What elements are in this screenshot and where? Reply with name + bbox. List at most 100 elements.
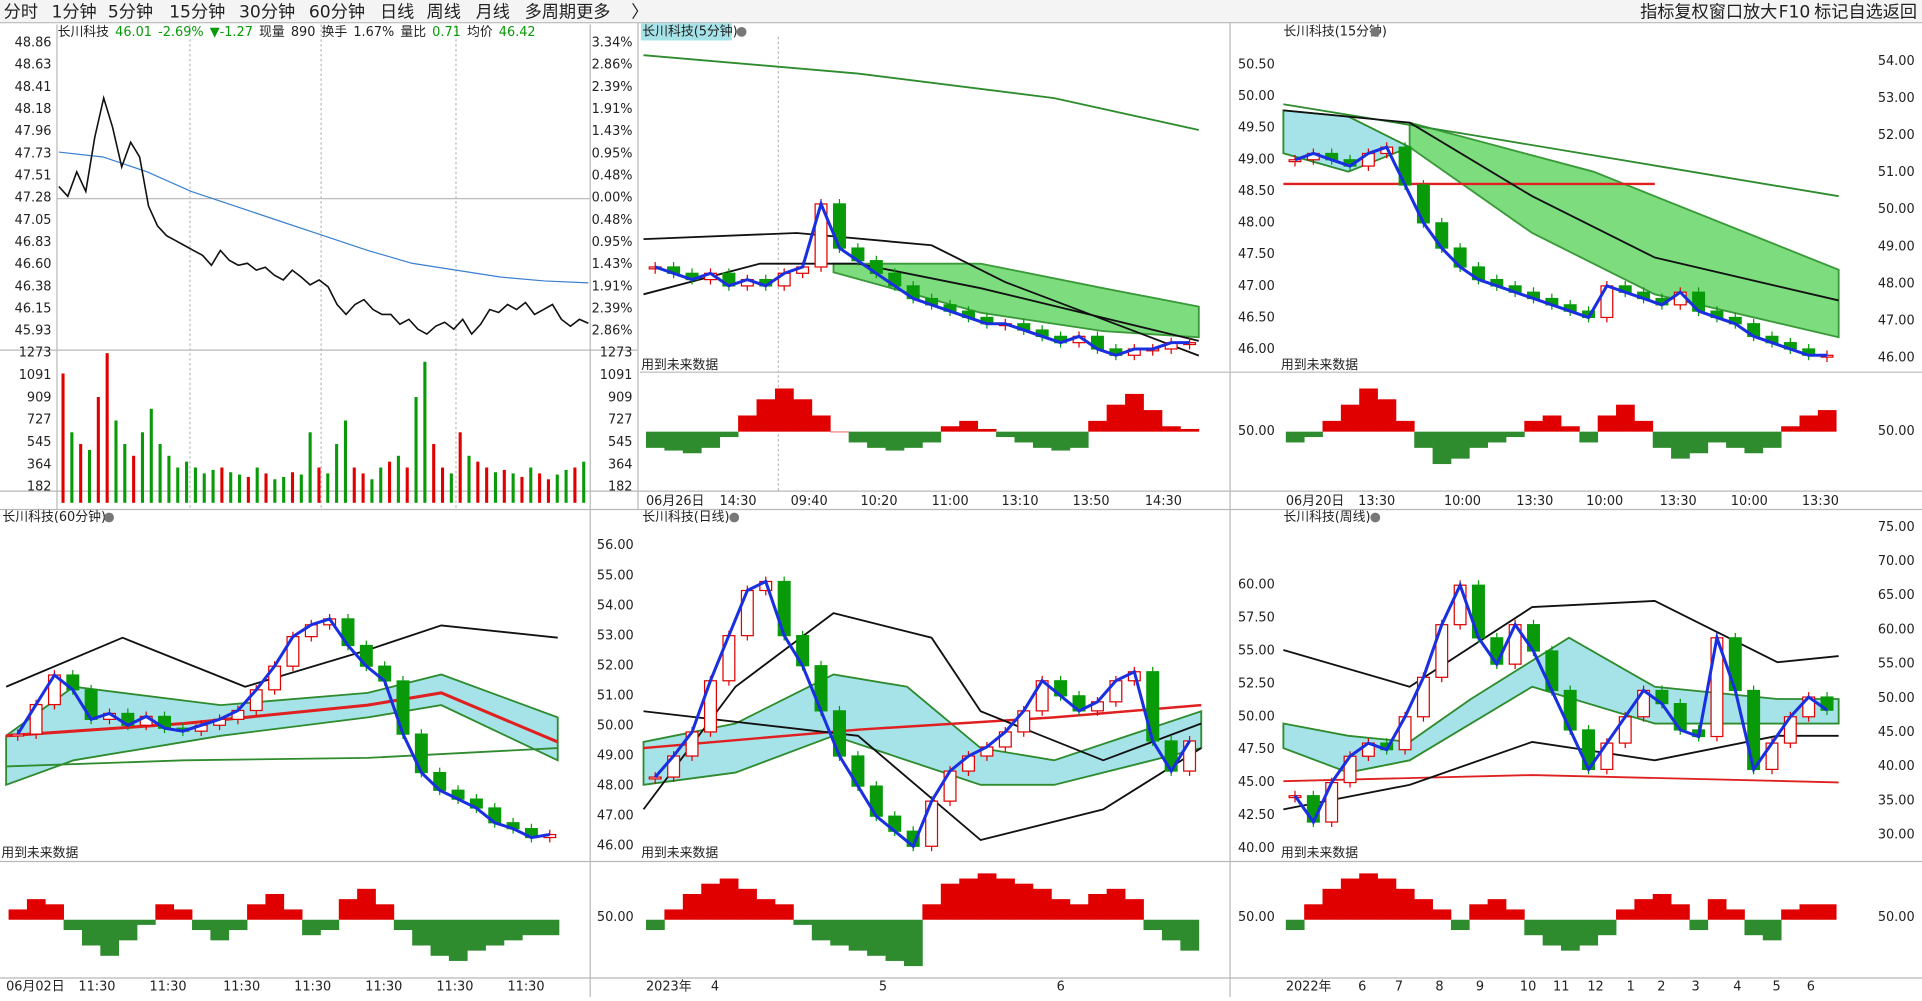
y-axis-label: 50.00 — [1238, 709, 1275, 724]
panel-menu-icon[interactable] — [1370, 512, 1381, 523]
y-axis-label: 55.00 — [1238, 643, 1275, 658]
menu-item[interactable]: 多周期 — [525, 2, 576, 22]
price-label: 48.63 — [15, 58, 52, 73]
indicator-bar — [1180, 919, 1200, 951]
future-note: 用到未来数据 — [641, 358, 718, 373]
volume-bar — [61, 373, 65, 503]
panel-menu-icon[interactable] — [729, 512, 740, 523]
x-label: 10:20 — [860, 494, 897, 509]
indicator-bar — [664, 431, 684, 451]
quote-field: 0.71 — [432, 24, 461, 39]
candle — [648, 776, 662, 780]
price-line — [58, 94, 589, 336]
indicator-bar — [1762, 431, 1782, 448]
volume-label: 182 — [608, 480, 633, 495]
volume-bar — [185, 461, 189, 503]
quote-field: 长川科技 — [58, 24, 110, 39]
volume-bar — [502, 469, 506, 503]
menu-item[interactable]: 返回 — [1883, 2, 1917, 22]
y-axis-label: 54.00 — [597, 598, 634, 613]
indicator-bar — [1616, 909, 1635, 920]
price-label: 47.51 — [15, 168, 52, 183]
panel-menu-icon[interactable] — [736, 26, 747, 37]
y-axis-label: 50.00 — [597, 718, 634, 733]
indicator-bar — [738, 415, 757, 432]
y-axis-label: 52.00 — [597, 658, 634, 673]
volume-label: 1091 — [600, 368, 633, 383]
menu-item[interactable]: 周线 — [427, 2, 461, 22]
menu-item[interactable]: 60分钟 — [309, 2, 365, 22]
indicator-bar — [1106, 888, 1126, 920]
volume-bar — [449, 473, 453, 503]
y-axis-label: 30.00 — [1878, 828, 1915, 843]
x-label: 14:30 — [1145, 494, 1182, 509]
volume-bar — [264, 473, 268, 503]
panel-menu-icon[interactable] — [1370, 26, 1381, 37]
y-axis-label: 40.00 — [1238, 841, 1275, 856]
menu-item[interactable]: 30分钟 — [239, 2, 295, 22]
x-label: 06月20日 — [1286, 494, 1344, 509]
indicator-bar — [867, 919, 886, 956]
price-label: 45.93 — [15, 324, 52, 339]
candle — [1820, 696, 1834, 711]
menu-item[interactable]: 5分钟 — [108, 2, 153, 22]
indicator-label: 50.00 — [1238, 910, 1275, 925]
indicator-bar — [774, 904, 794, 920]
y-axis-label: 60.00 — [1238, 577, 1275, 592]
indicator-bar — [1707, 431, 1727, 443]
price-label: 46.60 — [15, 257, 52, 272]
indicator-bar — [302, 919, 321, 936]
menu-item[interactable]: 放大 — [1743, 2, 1777, 22]
y-axis-label: 51.00 — [597, 688, 634, 703]
menu-item[interactable]: 窗口 — [1709, 2, 1743, 22]
x-label: 2023年 — [646, 980, 692, 995]
x-label: 11:30 — [436, 980, 473, 995]
y-axis-label: 47.00 — [597, 809, 634, 824]
x-label: 11:30 — [365, 980, 402, 995]
indicator-bar — [903, 919, 923, 967]
indicator-bar — [903, 431, 923, 448]
volume-label: 364 — [608, 457, 633, 472]
y-axis-label: 48.50 — [1238, 184, 1275, 199]
indicator-bar — [1524, 420, 1544, 432]
indicator-bar — [1726, 431, 1745, 448]
indicator-bar — [1395, 888, 1415, 920]
indicator-bar — [1799, 904, 1819, 920]
menu-item[interactable]: 自选 — [1848, 2, 1882, 22]
menu-item[interactable]: 日线 — [380, 2, 414, 22]
menu-item[interactable]: 〉 — [631, 2, 648, 22]
volume-bar — [573, 467, 577, 503]
menu-item[interactable]: 月线 — [476, 2, 510, 22]
volume-bar — [79, 444, 83, 503]
menu-item[interactable]: F10 — [1779, 2, 1811, 22]
indicator-bar — [1069, 904, 1089, 920]
x-label: 11:30 — [223, 980, 260, 995]
future-note: 用到未来数据 — [641, 846, 718, 861]
indicator-bar — [996, 878, 1015, 920]
menu-item[interactable]: 15分钟 — [169, 2, 225, 22]
indicator-bar — [959, 878, 979, 920]
menu-item[interactable]: 更多 — [576, 2, 610, 22]
volume-bar — [335, 444, 339, 503]
indicator-bar — [100, 919, 120, 956]
x-label: 11:30 — [294, 980, 331, 995]
indicator-bar — [1726, 909, 1745, 920]
indicator-bar — [412, 919, 431, 946]
quote-header: 长川科技 46.01 -2.69% ▼-1.27 现量 890 换手 1.67% 量比 0.71 均… — [58, 24, 536, 39]
indicator-bar — [645, 919, 665, 931]
indicator-bar — [1744, 431, 1764, 454]
trend-line — [654, 199, 1190, 357]
menu-item[interactable]: 分时 — [4, 2, 38, 22]
indicator-bar — [885, 431, 905, 451]
menu-item[interactable]: 指标 — [1640, 2, 1674, 22]
panel-menu-icon[interactable] — [104, 512, 114, 523]
y-axis-label: 47.00 — [1878, 313, 1915, 328]
x-label: 13:30 — [1660, 494, 1697, 509]
menu-item[interactable]: 1分钟 — [51, 2, 96, 22]
pct-label: 0.00% — [592, 191, 633, 206]
menu-item[interactable]: 复权 — [1674, 2, 1708, 22]
menu-item[interactable]: 标记 — [1814, 2, 1848, 22]
indicator-bar — [867, 431, 886, 448]
indicator-bar — [1285, 919, 1305, 931]
